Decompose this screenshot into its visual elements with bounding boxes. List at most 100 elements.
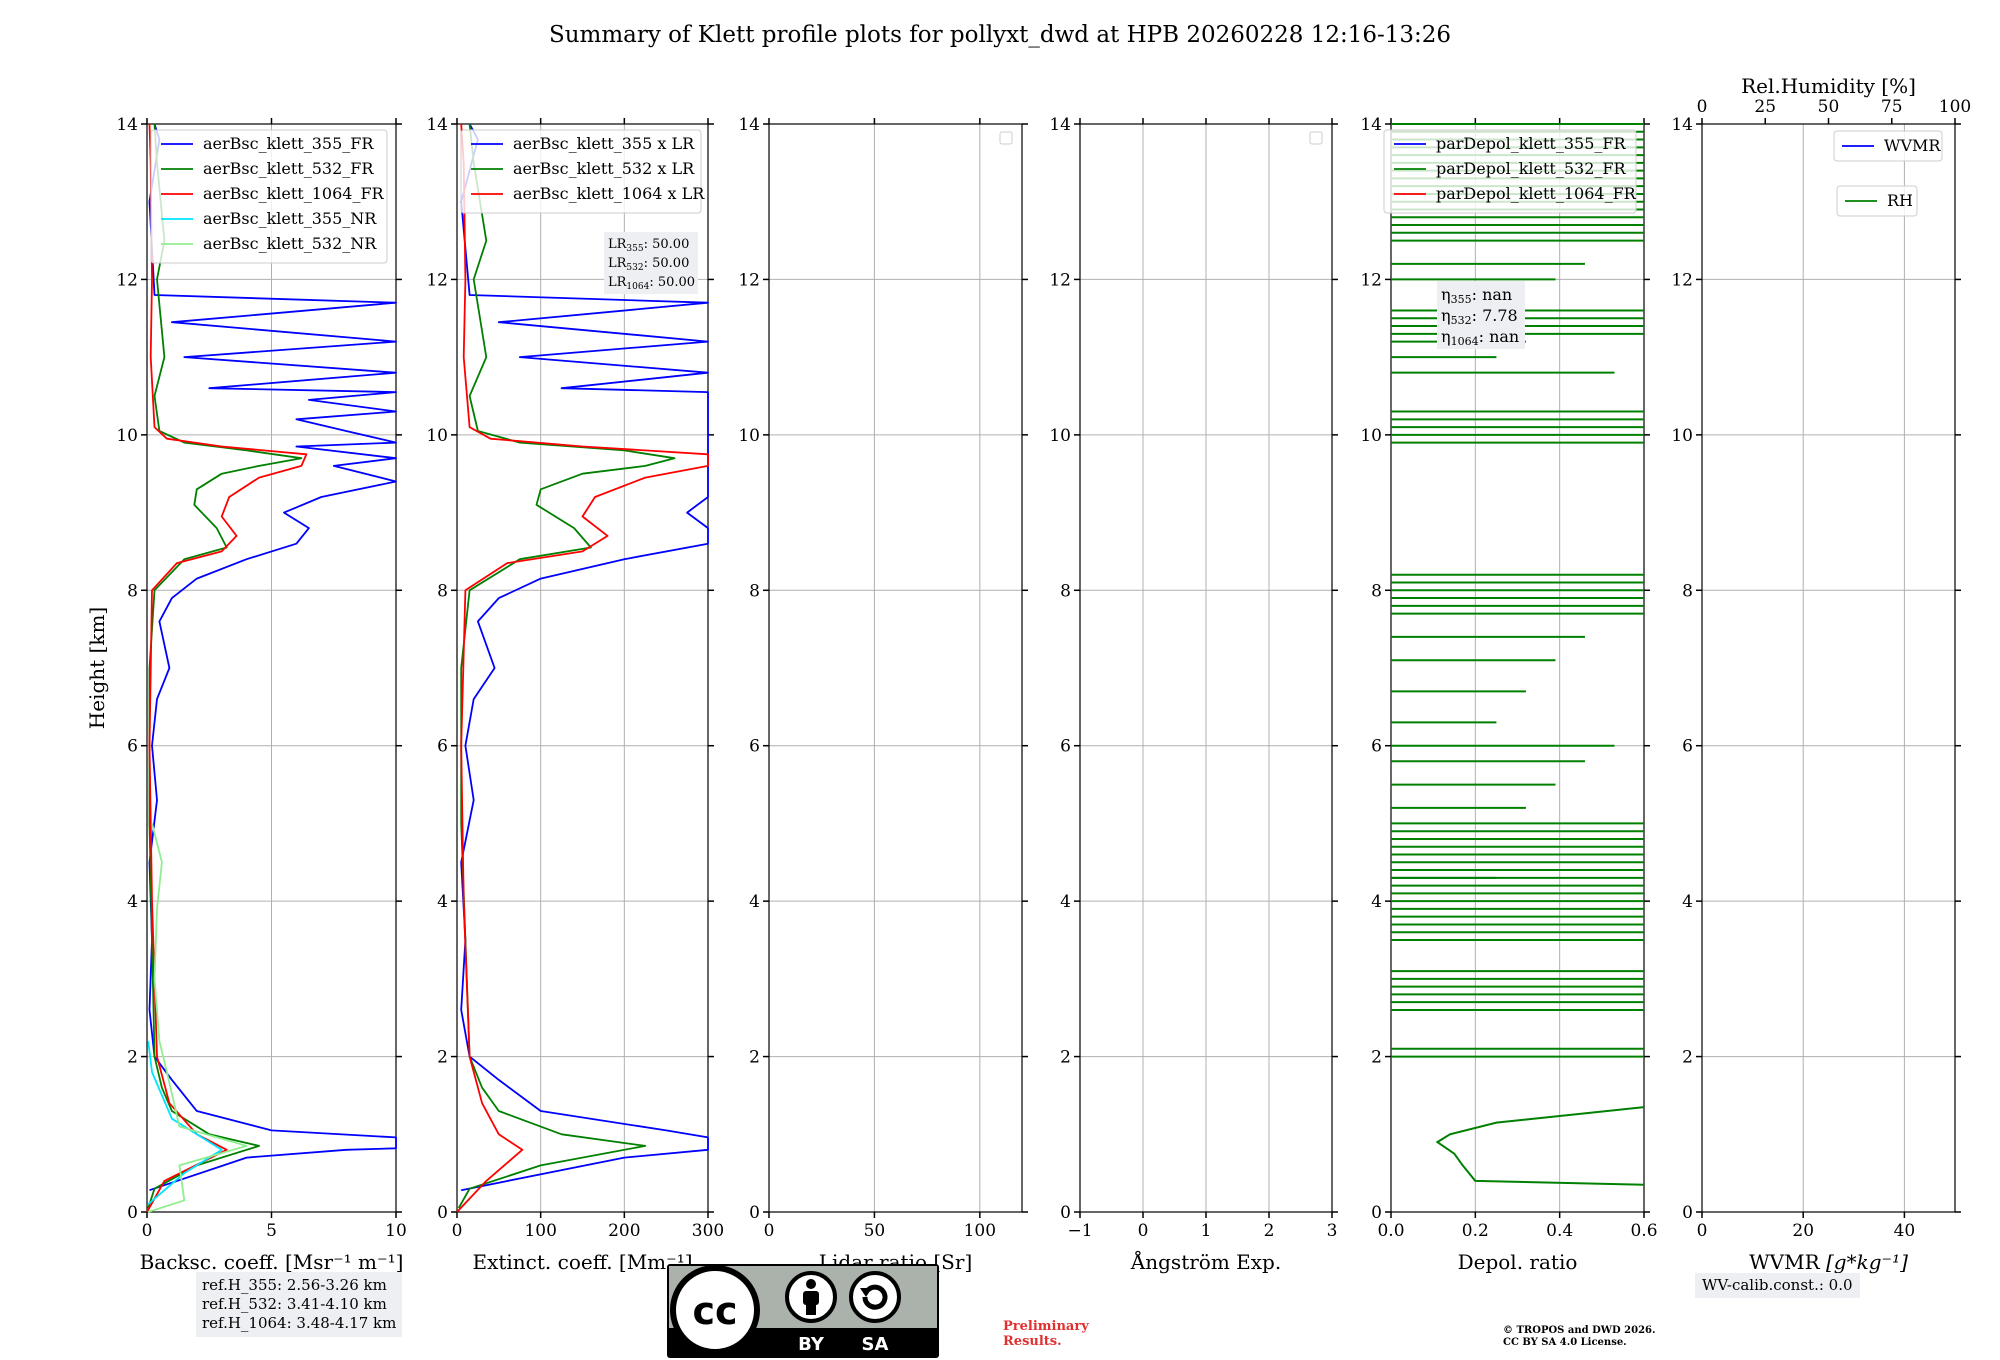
- cc-by-sa-badge[interactable]: cc BY SA: [667, 1264, 939, 1358]
- eta-annotation-box: [1437, 281, 1525, 349]
- legend-box-bsc: [150, 129, 388, 264]
- series-line-aerBsc_klett_532_FR: [147, 123, 303, 1209]
- y-tick-label-dep: 6: [1371, 737, 1382, 757]
- y-tick-label-bsc: 14: [116, 115, 138, 135]
- x-tick-label-ext: 300: [692, 1221, 724, 1241]
- y-tick-label-ext: 12: [426, 270, 448, 290]
- y-tick-label-bsc: 8: [127, 581, 138, 601]
- y-tick-label-bsc: 2: [127, 1048, 138, 1068]
- empty-legend-lr-icon: [999, 131, 1013, 145]
- ref-height-1064: ref.H_1064: 3.48-4.17 km: [202, 1314, 397, 1332]
- x-tick-label-bsc: 5: [266, 1221, 277, 1241]
- eta-1064-text: η1064: nan: [1441, 327, 1519, 348]
- y-tick-label-ang: 2: [1060, 1048, 1071, 1068]
- legend-label-aerBsc_klett_1064_FR: aerBsc_klett_1064_FR: [203, 184, 385, 203]
- x-tick-label-wv: 0: [1697, 1221, 1708, 1241]
- x-axis-label-dep: Depol. ratio: [1458, 1250, 1578, 1274]
- series-line-aerBsc_klett_355 x LR: [460, 123, 709, 1192]
- y-tick-label-bsc: 0: [127, 1203, 138, 1223]
- axes-frame-lr: [768, 123, 1023, 1213]
- y-tick-label-ext: 6: [437, 737, 448, 757]
- y-tick-label-lr: 0: [749, 1203, 760, 1223]
- series-line-aerBsc_klett_1064 x LR: [456, 123, 709, 1213]
- lr-355-text-base: LR: [608, 237, 628, 252]
- legend-wvmr: WVMR: [1833, 130, 1943, 162]
- y-tick-label-lr: 10: [738, 426, 760, 446]
- y-tick-label-ang: 8: [1060, 581, 1071, 601]
- copyright-note: © TROPOS and DWD 2026. CC BY SA 4.0 Lice…: [1503, 1325, 1655, 1349]
- y-tick-label-lr: 6: [749, 737, 760, 757]
- wv-calib-box: WV-calib.const.: 0.0: [1695, 1273, 1860, 1298]
- eta-355-text-value: : nan: [1472, 285, 1513, 304]
- y-tick-label-wv: 0: [1682, 1203, 1693, 1223]
- y-tick-label-wv: 4: [1682, 892, 1693, 912]
- axes-frame-ext: [456, 123, 709, 1213]
- series-line-aerBsc_klett_355_FR: [148, 123, 397, 1192]
- y-tick-label-lr: 14: [738, 115, 760, 135]
- y-tick-label-wv: 8: [1682, 581, 1693, 601]
- ref-height-532: ref.H_532: 3.41-4.10 km: [202, 1295, 387, 1313]
- y-tick-label-ang: 12: [1049, 270, 1071, 290]
- figure-title: Summary of Klett profile plots for polly…: [548, 22, 1452, 48]
- legend-box-ext: [460, 129, 702, 214]
- legend-label-aerBsc_klett_355 x LR: aerBsc_klett_355 x LR: [513, 134, 695, 153]
- cc-circle-icon: [670, 1265, 760, 1355]
- eta-532-text-base: η: [1441, 306, 1451, 325]
- y-tick-label-dep: 8: [1371, 581, 1382, 601]
- legend-label-aerBsc_klett_532 x LR: aerBsc_klett_532 x LR: [513, 159, 695, 178]
- copyright-line1: © TROPOS and DWD 2026.: [1503, 1325, 1656, 1336]
- lr-1064-text-value: : 50.00: [649, 275, 695, 290]
- axes-wv: 0 2 4 6 8 10 12 14 0 20 40 WVMR [g*kg⁻¹]: [1671, 115, 1961, 1274]
- rh-tick-label: 50: [1818, 97, 1840, 117]
- lr-532-text: LR532: 50.00: [608, 256, 689, 273]
- x-tick-label-dep: 0.2: [1462, 1221, 1489, 1241]
- y-tick-label-ext: 0: [437, 1203, 448, 1223]
- x-axis-label-wv: WVMR [g*kg⁻¹]: [1749, 1250, 1908, 1274]
- eta-355-text: η355: nan: [1441, 285, 1512, 306]
- lr-355-text-value: : 50.00: [644, 237, 690, 252]
- x-axis-label-ext: Extinct. coeff. [Mm⁻¹]: [472, 1250, 692, 1274]
- share-alike-icon: [849, 1271, 901, 1323]
- legend-rh: RH: [1836, 185, 1918, 217]
- lr-355-text: LR355: 50.00: [608, 237, 689, 254]
- y-tick-label-ext: 14: [426, 115, 448, 135]
- preliminary-line1: Preliminary: [1003, 1319, 1089, 1334]
- y-tick-label-dep: 10: [1360, 426, 1382, 446]
- y-tick-label-ang: 10: [1049, 426, 1071, 446]
- y-tick-label-ext: 10: [426, 426, 448, 446]
- lr-1064-text: LR1064: 50.00: [608, 275, 695, 292]
- x-tick-label-bsc: 10: [385, 1221, 407, 1241]
- x-tick-label-lr: 50: [864, 1221, 886, 1241]
- eta-532-text-sub: 532: [1451, 314, 1472, 327]
- y-tick-label-bsc: 12: [116, 270, 138, 290]
- x-tick-label-dep: 0.0: [1377, 1221, 1404, 1241]
- legend-label-aerBsc_klett_355_NR: aerBsc_klett_355_NR: [203, 209, 377, 228]
- preliminary-line2: Results.: [1003, 1334, 1062, 1349]
- ref-height-box: ref.H_355: 2.56-3.26 km ref.H_532: 3.41-…: [196, 1272, 403, 1337]
- y-tick-label-ang: 4: [1060, 892, 1071, 912]
- y-tick-label-dep: 0: [1371, 1203, 1382, 1223]
- y-tick-label-dep: 2: [1371, 1048, 1382, 1068]
- x-tick-label-ext: 100: [524, 1221, 556, 1241]
- lr-532-text-value: : 50.00: [644, 256, 690, 271]
- x-tick-label-ext: 200: [608, 1221, 640, 1241]
- legend-label-parDepol_klett_355_FR: parDepol_klett_355_FR: [1436, 134, 1627, 153]
- x-tick-label-ang: 2: [1264, 1221, 1275, 1241]
- y-tick-label-ext: 8: [437, 581, 448, 601]
- y-tick-label-dep: 14: [1360, 115, 1382, 135]
- series-line-aerBsc_klett_1064_FR: [146, 123, 308, 1213]
- y-tick-label-wv: 6: [1682, 737, 1693, 757]
- legend-label-wvmr: WVMR: [1884, 136, 1941, 155]
- legend-label-parDepol_klett_1064_FR: parDepol_klett_1064_FR: [1436, 184, 1637, 203]
- x-tick-label-lr: 100: [964, 1221, 996, 1241]
- y-tick-label-wv: 14: [1671, 115, 1693, 135]
- rh-top-axis: 0 25 50 75 100 Rel.Humidity [%]: [1697, 74, 1971, 124]
- x-axis-label-ang: Ångström Exp.: [1130, 1249, 1281, 1274]
- eta-355-text-sub: 355: [1451, 293, 1472, 306]
- person-legs-icon: [806, 1304, 816, 1315]
- y-tick-label-ang: 6: [1060, 737, 1071, 757]
- lr-annotation-box: [604, 232, 698, 294]
